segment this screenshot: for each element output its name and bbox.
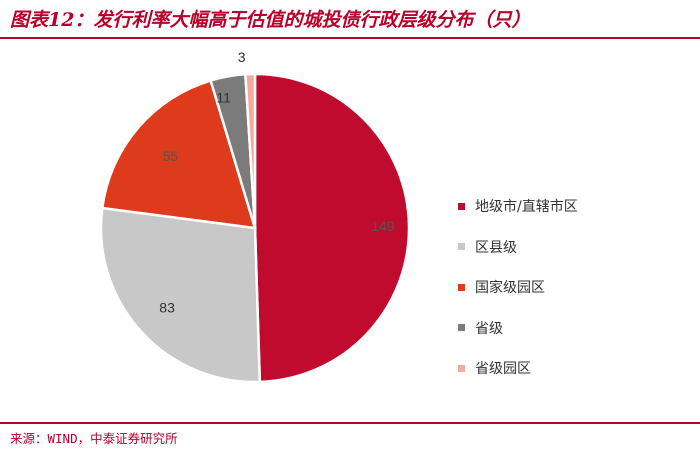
pie-slice-5: [244, 72, 257, 229]
legend-label: 地级市/直辖市区: [475, 199, 578, 216]
title-divider: [0, 37, 700, 39]
legend-item-5: 省级园区: [458, 348, 578, 389]
legend-item-1: 地级市/直辖市区: [458, 186, 578, 227]
legend-swatch: [458, 202, 465, 210]
chart-legend: 地级市/直辖市区 区县级国家级园区省级省级园区: [458, 186, 578, 389]
data-label-4: 11: [216, 90, 231, 106]
footer-divider: [0, 422, 700, 424]
source-note: 来源：WIND，中泰证券研究所: [10, 431, 178, 446]
pie-slice-1: [253, 72, 411, 384]
data-label-5: 3: [238, 49, 246, 65]
legend-label: 国家级园区: [475, 280, 545, 297]
legend-swatch: [458, 283, 465, 291]
legend-swatch: [458, 243, 465, 251]
legend-item-4: 省级: [458, 308, 578, 349]
legend-label: 区县级: [475, 239, 517, 256]
data-label-3: 55: [163, 148, 179, 164]
legend-item-3: 国家级园区: [458, 267, 578, 308]
data-label-2: 83: [159, 300, 175, 316]
legend-label: 省级: [475, 320, 503, 337]
pie-slice-2: [99, 206, 262, 384]
chart-title: 图表12：发行利率大幅高于估值的城投债行政层级分布（只）: [10, 9, 531, 31]
pie-slice-3: [100, 78, 257, 230]
legend-swatch: [458, 364, 465, 372]
pie-slices: [99, 72, 411, 384]
data-label-1: 149: [371, 218, 395, 234]
pie-data-labels: 149 83 55 11 3: [159, 49, 394, 315]
legend-item-2: 区县级: [458, 227, 578, 268]
legend-label: 省级园区: [475, 361, 531, 378]
legend-swatch: [458, 324, 465, 332]
